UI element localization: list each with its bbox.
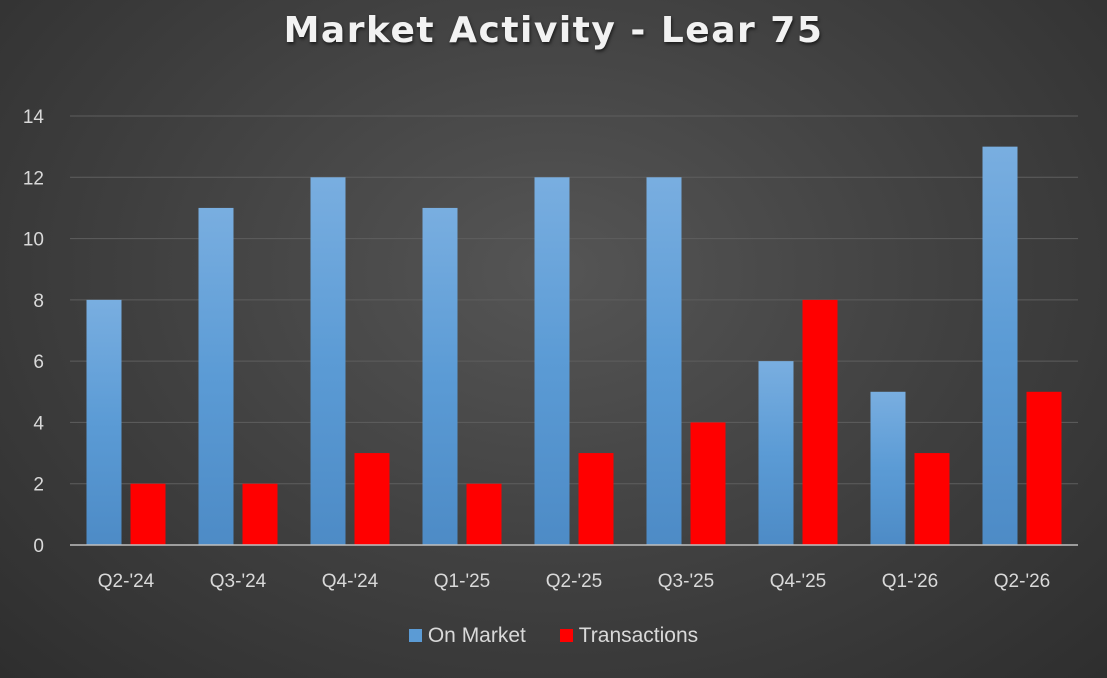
bar-transactions — [130, 483, 166, 545]
x-tick-label: Q2-'25 — [546, 571, 602, 592]
bar-on-market — [982, 146, 1018, 545]
x-tick-label: Q1-'25 — [434, 571, 490, 592]
y-tick-label: 2 — [33, 475, 44, 496]
x-tick-label: Q3-'24 — [210, 571, 267, 592]
legend-item-transactions: Transactions — [559, 624, 699, 648]
bar-transactions — [802, 299, 838, 545]
bar-transactions — [690, 422, 726, 545]
bar-on-market — [870, 391, 906, 545]
bar-on-market — [422, 207, 458, 545]
legend-label-transactions: Transactions — [578, 624, 699, 648]
x-tick-label: Q3-'25 — [658, 571, 714, 592]
bar-on-market — [198, 207, 234, 545]
y-tick-label: 12 — [23, 168, 44, 189]
bar-transactions — [578, 453, 614, 545]
y-tick-label: 10 — [23, 230, 44, 251]
x-tick-label: Q4-'24 — [322, 571, 379, 592]
bar-transactions — [354, 453, 390, 545]
legend-label-on-market: On Market — [427, 624, 526, 648]
chart-title: Market Activity - Lear 75 — [283, 10, 824, 51]
y-tick-label: 4 — [33, 413, 44, 434]
x-tick-label: Q1-'26 — [882, 571, 938, 592]
legend: On Market Transactions — [0, 624, 1107, 648]
x-tick-label: Q2-'24 — [98, 571, 155, 592]
legend-item-on-market: On Market — [408, 624, 526, 648]
bar-on-market — [86, 299, 122, 545]
bar-on-market — [310, 177, 346, 546]
y-tick-label: 6 — [33, 352, 44, 373]
x-tick-label: Q4-'25 — [770, 571, 826, 592]
legend-swatch-transactions — [559, 629, 573, 643]
y-tick-label: 0 — [33, 536, 44, 557]
x-tick-label: Q2-'26 — [994, 571, 1050, 592]
bar-transactions — [242, 483, 278, 545]
bar-transactions — [1026, 391, 1062, 545]
bar-on-market — [534, 177, 570, 546]
legend-swatch-on-market — [408, 629, 422, 643]
bar-transactions — [466, 483, 502, 545]
bar-transactions — [914, 453, 950, 545]
y-tick-label: 14 — [23, 107, 45, 128]
y-tick-label: 8 — [33, 291, 44, 312]
bar-on-market — [646, 177, 682, 546]
bar-on-market — [758, 361, 794, 545]
